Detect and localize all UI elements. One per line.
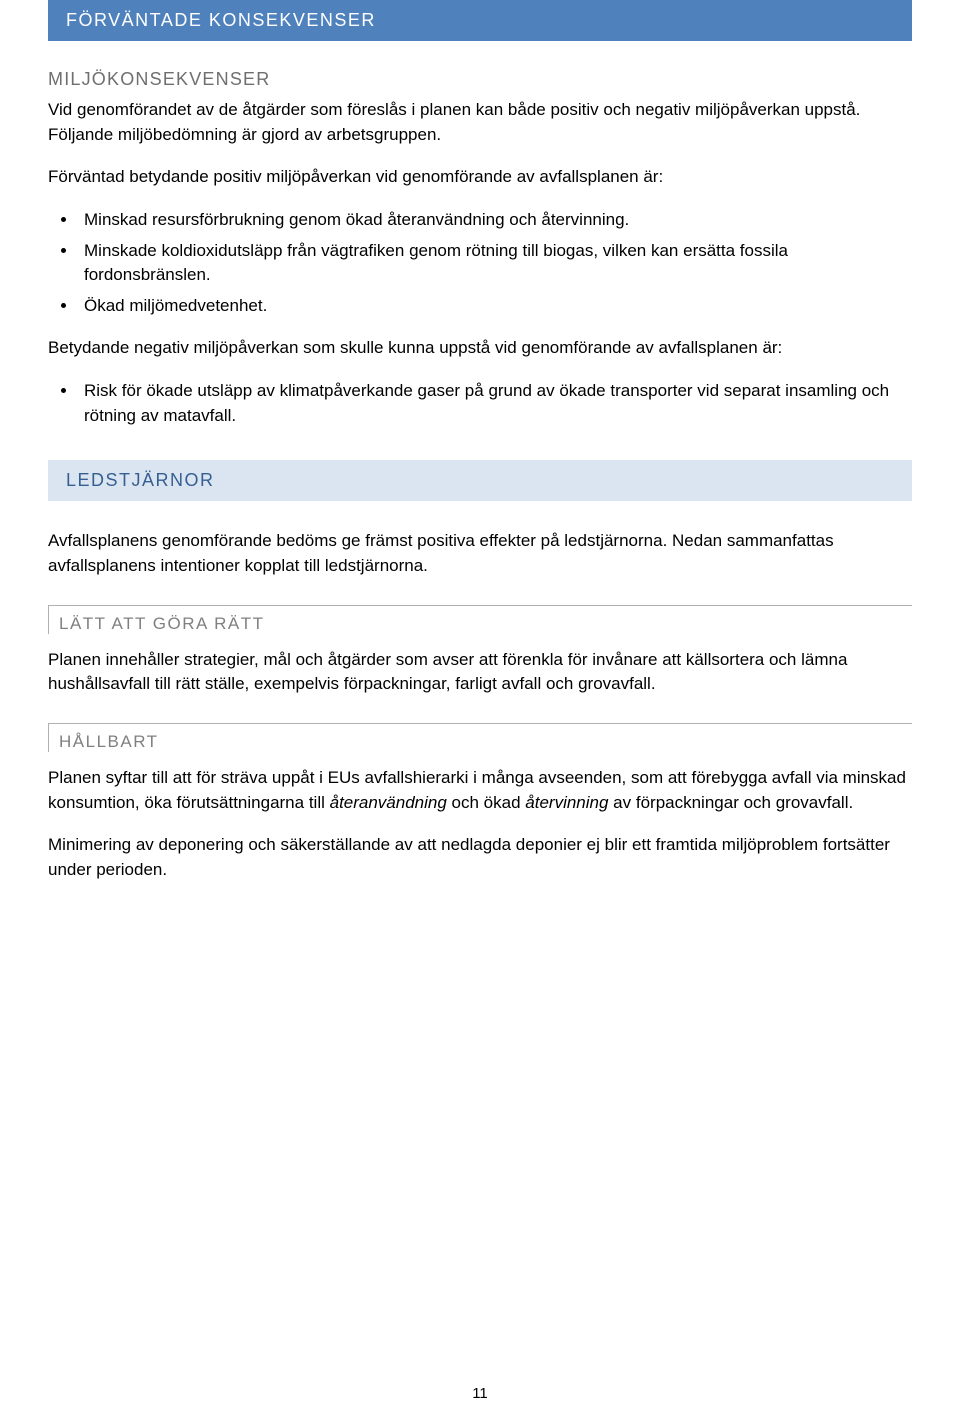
subsection-hallbart: HÅLLBART [48,723,912,752]
subsection-body-hallbart-2: Minimering av deponering och säkerställa… [48,833,912,882]
text-fragment: av förpackningar och grovavfall. [608,793,853,812]
italic-text: återanvändning [330,793,447,812]
subsection-title: HÅLLBART [59,732,912,752]
list-item: Risk för ökade utsläpp av klimatpåverkan… [78,379,912,428]
list-item: Minskad resursförbrukning genom ökad åte… [78,208,912,233]
list-negative-effects: Risk för ökade utsläpp av klimatpåverkan… [78,379,912,428]
list-item: Ökad miljömedvetenhet. [78,294,912,319]
subsection-body-hallbart-1: Planen syftar till att för sträva uppåt … [48,766,912,815]
list-positive-effects: Minskad resursförbrukning genom ökad åte… [78,208,912,319]
section-banner-konsekvenser: FÖRVÄNTADE KONSEKVENSER [48,0,912,41]
subsection-latt-att-gora-ratt: LÄTT ATT GÖRA RÄTT [48,605,912,634]
paragraph-intro: Vid genomförandet av de åtgärder som för… [48,98,912,147]
document-page: FÖRVÄNTADE KONSEKVENSER MILJÖKONSEKVENSE… [0,0,960,1422]
heading-miljokonsekvenser: MILJÖKONSEKVENSER [48,69,912,90]
subsection-body: Planen innehåller strategier, mål och åt… [48,648,912,697]
italic-text: återvinning [525,793,608,812]
section-banner-ledstjarnor: LEDSTJÄRNOR [48,460,912,501]
paragraph-ledstjarnor-intro: Avfallsplanens genomförande bedöms ge fr… [48,529,912,578]
text-fragment: och ökad [447,793,525,812]
subsection-title: LÄTT ATT GÖRA RÄTT [59,614,912,634]
paragraph-positive-intro: Förväntad betydande positiv miljöpåverka… [48,165,912,190]
paragraph-negative-intro: Betydande negativ miljöpåverkan som skul… [48,336,912,361]
page-number: 11 [0,1385,960,1402]
list-item: Minskade koldioxidutsläpp från vägtrafik… [78,239,912,288]
